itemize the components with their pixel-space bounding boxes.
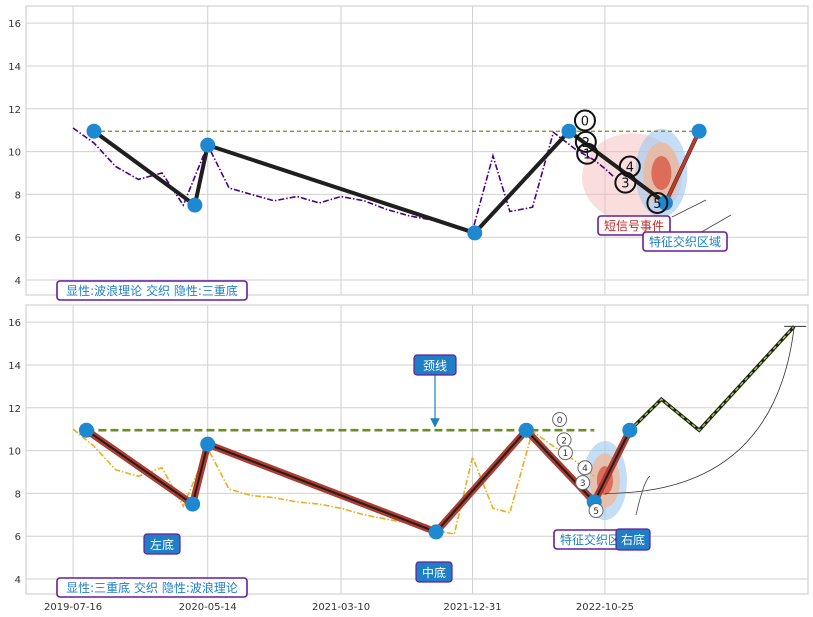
y-tick-label: 10 <box>8 148 21 159</box>
feature-zone-ellipse <box>651 155 672 190</box>
signal-marker <box>614 171 637 194</box>
wave-last-leg <box>664 130 701 204</box>
pivot-point <box>187 197 203 213</box>
x-tick-label: 2020-05-14 <box>179 602 237 613</box>
pivot-point <box>691 123 707 139</box>
top-annotations: 短信号事件 特征交织区域 显性:波浪理论 交织 隐性:三重底 <box>56 199 732 301</box>
y-tick-label: 6 <box>15 233 21 244</box>
pivot-point <box>185 496 201 512</box>
y-tick-label: 12 <box>8 404 21 415</box>
signal-marker-label: 3 <box>621 177 629 192</box>
pivot-point <box>200 137 216 153</box>
pivot-point <box>622 423 637 438</box>
bottom-feature-zone-label: 特征交织区域 <box>560 532 632 547</box>
signal-marker-label: 1 <box>583 148 591 163</box>
x-tick-label: 2022-10-25 <box>576 602 634 613</box>
right-bottom-label: 右底 <box>621 532 645 547</box>
pivot-point <box>467 225 483 241</box>
signal-marker-label: 5 <box>653 197 661 212</box>
pivot-point <box>200 436 216 452</box>
signal-marker-label: 5 <box>593 507 599 517</box>
pivot-point <box>428 524 444 540</box>
x-tick-label: 2021-03-10 <box>312 602 370 613</box>
pivot-point <box>561 123 577 139</box>
signal-marker-label: 2 <box>561 436 567 446</box>
signal-marker-label: 4 <box>626 161 634 176</box>
x-tick-label: 2021-12-31 <box>443 602 501 613</box>
signal-marker-label: 4 <box>582 464 588 474</box>
bottom-info-box: 显性:三重底 交织 隐性:波浪理论 <box>66 580 238 595</box>
y-tick-label: 8 <box>15 190 21 201</box>
signal-marker-label: 3 <box>580 479 586 489</box>
y-tick-label: 8 <box>15 489 21 500</box>
neckline-label: 颈线 <box>423 359 447 373</box>
signal-marker-label: 0 <box>581 115 589 130</box>
signal-marker <box>577 460 593 476</box>
y-tick-label: 12 <box>8 105 21 116</box>
y-tick-label: 4 <box>15 276 21 287</box>
y-tick-label: 10 <box>8 447 21 458</box>
middle-bottom-label: 中底 <box>422 565 446 580</box>
signal-marker-label: 0 <box>557 416 563 426</box>
y-tick-label: 4 <box>15 575 21 586</box>
y-tick-label: 14 <box>8 62 21 73</box>
signal-marker <box>552 412 568 428</box>
projection-highlight <box>629 325 795 432</box>
y-tick-label: 14 <box>8 361 21 372</box>
top-feature-zone-label: 特征交织区域 <box>649 234 721 249</box>
signal-marker <box>588 503 604 519</box>
price-line <box>72 428 595 535</box>
signal-marker-label: 1 <box>563 449 569 459</box>
y-tick-label: 16 <box>8 19 21 30</box>
signal-marker <box>574 130 597 153</box>
left-bottom-label: 左底 <box>150 537 174 552</box>
bottom-plot-area <box>25 304 809 595</box>
short-signal-label: 短信号事件 <box>604 219 664 233</box>
signal-marker <box>573 109 596 132</box>
signal-marker <box>557 445 573 461</box>
pivot-point <box>86 123 102 139</box>
signal-marker <box>576 142 599 165</box>
signal-marker <box>646 191 669 214</box>
signal-marker <box>575 475 591 491</box>
y-tick-label: 6 <box>15 532 21 543</box>
top-grid <box>26 6 808 295</box>
signal-marker <box>618 155 641 178</box>
top-info-box: 显性:波浪理论 交织 隐性:三重底 <box>66 283 238 298</box>
x-tick-label: 2019-07-16 <box>44 602 102 613</box>
pivot-point <box>518 422 534 438</box>
pivot-point <box>78 422 94 438</box>
y-tick-label: 16 <box>8 318 21 329</box>
bottom-price-series <box>72 428 595 535</box>
top-tick-labels: 4 6 8 10 12 14 16 <box>8 19 21 287</box>
bottom-signal-markers: 0 2 1 4 3 5 <box>78 412 638 540</box>
projection-arc <box>604 326 795 494</box>
bottom-annotations: 颈线 左底 中底 特征交织区域 右底 显性:三重底 交织 隐性:波浪理论 <box>56 354 651 598</box>
